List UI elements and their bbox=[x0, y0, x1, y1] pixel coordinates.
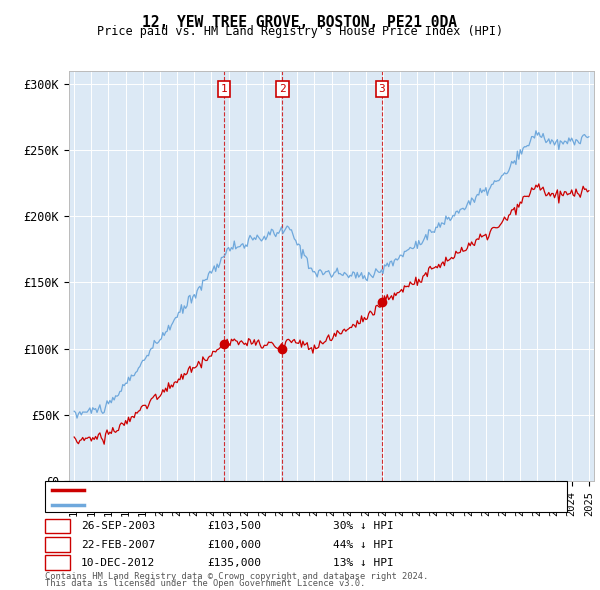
Text: Price paid vs. HM Land Registry's House Price Index (HPI): Price paid vs. HM Land Registry's House … bbox=[97, 25, 503, 38]
Text: 1: 1 bbox=[221, 84, 227, 94]
Text: 22-FEB-2007: 22-FEB-2007 bbox=[81, 540, 155, 549]
Text: 12, YEW TREE GROVE, BOSTON, PE21 0DA: 12, YEW TREE GROVE, BOSTON, PE21 0DA bbox=[143, 15, 458, 30]
Text: £135,000: £135,000 bbox=[207, 558, 261, 568]
Text: 3: 3 bbox=[379, 84, 385, 94]
Text: 1: 1 bbox=[54, 522, 61, 531]
Text: 26-SEP-2003: 26-SEP-2003 bbox=[81, 522, 155, 531]
Text: 3: 3 bbox=[54, 558, 61, 568]
Text: 2: 2 bbox=[279, 84, 286, 94]
Text: 13% ↓ HPI: 13% ↓ HPI bbox=[333, 558, 394, 568]
Text: £103,500: £103,500 bbox=[207, 522, 261, 531]
Text: 12, YEW TREE GROVE, BOSTON, PE21 0DA (detached house): 12, YEW TREE GROVE, BOSTON, PE21 0DA (de… bbox=[88, 486, 406, 495]
Text: HPI: Average price, detached house, Boston: HPI: Average price, detached house, Bost… bbox=[88, 500, 340, 510]
Text: 30% ↓ HPI: 30% ↓ HPI bbox=[333, 522, 394, 531]
Text: This data is licensed under the Open Government Licence v3.0.: This data is licensed under the Open Gov… bbox=[45, 579, 365, 588]
Text: Contains HM Land Registry data © Crown copyright and database right 2024.: Contains HM Land Registry data © Crown c… bbox=[45, 572, 428, 581]
Text: 10-DEC-2012: 10-DEC-2012 bbox=[81, 558, 155, 568]
Text: 2: 2 bbox=[54, 540, 61, 549]
Text: 44% ↓ HPI: 44% ↓ HPI bbox=[333, 540, 394, 549]
Text: £100,000: £100,000 bbox=[207, 540, 261, 549]
